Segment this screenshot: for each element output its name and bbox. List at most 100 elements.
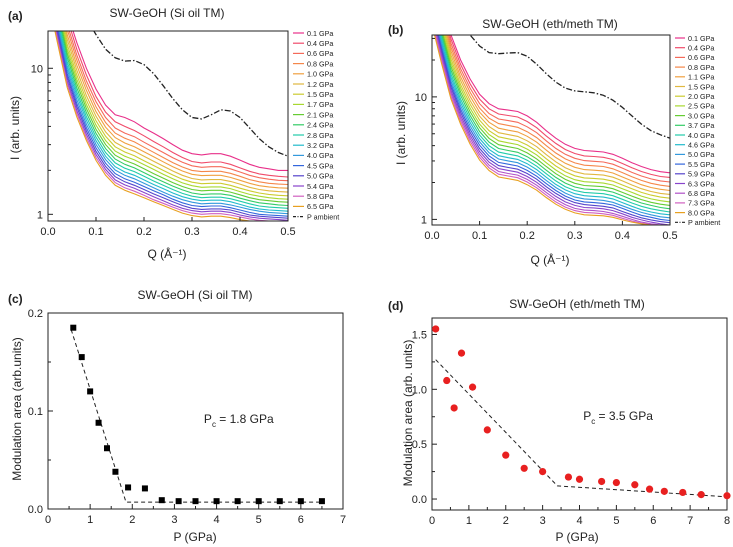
legend-label: 3.0 GPa (688, 111, 714, 120)
data-point (443, 376, 451, 385)
legend-label: 7.3 GPa (688, 199, 714, 208)
data-point (660, 487, 668, 495)
data-point (87, 388, 94, 395)
series-line (57, 31, 288, 217)
data-point (297, 498, 304, 505)
y-tick-label: 0.0 (28, 504, 43, 516)
x-tick-label: 3 (540, 515, 546, 527)
x-tick-label: 0.0 (424, 230, 439, 242)
x-tick-label: 5 (256, 514, 262, 526)
data-point (276, 498, 283, 505)
data-point (679, 488, 687, 497)
legend-label: 1.5 GPa (307, 90, 333, 99)
data-point (192, 498, 199, 505)
legend-label: 1.2 GPa (307, 80, 333, 89)
x-tick-label: 4 (214, 514, 220, 526)
series-line (446, 35, 670, 192)
legend-label: 8.0 GPa (688, 208, 714, 217)
legend-label: 5.5 GPa (688, 160, 714, 169)
series-line (61, 31, 288, 207)
legend-label: 0.6 GPa (688, 53, 714, 62)
series-line (437, 35, 670, 222)
legend-label: 5.0 GPa (307, 172, 333, 181)
panel-a-ylabel: I (arb. units) (8, 96, 22, 160)
legend-label: 3.2 GPa (307, 141, 333, 150)
series-line (65, 31, 288, 189)
data-point (141, 485, 148, 492)
legend-label: 0.8 GPa (307, 59, 333, 68)
annotation-symbol: P (204, 412, 212, 426)
panel-a-title: SW-GeOH (Si oil TM) (110, 6, 225, 20)
y-tick-label: 10 (415, 92, 427, 104)
x-tick-label: 8 (724, 515, 730, 527)
data-point (234, 498, 241, 505)
series-line (60, 31, 288, 209)
data-point (70, 324, 77, 331)
legend-label: 0.4 GPa (688, 44, 714, 53)
data-point (468, 383, 477, 391)
legend-label: 0.4 GPa (307, 39, 333, 48)
series-line (67, 31, 288, 186)
x-tick-label: 1 (466, 515, 472, 527)
x-tick-label: 2 (129, 514, 135, 526)
data-point (158, 497, 165, 504)
x-tick-label: 0.3 (567, 230, 582, 242)
panel-b: (b) SW-GeOH (eth/meth TM) Q (Å⁻¹) I (arb… (388, 17, 720, 267)
data-point (645, 485, 654, 493)
x-tick-label: 3 (171, 514, 177, 526)
legend-label: 1.0 GPa (307, 70, 333, 79)
legend-label: 6.3 GPa (688, 179, 714, 188)
x-tick-label: 1 (87, 514, 93, 526)
x-tick-label: 0.4 (615, 230, 630, 242)
legend-label: 2.5 GPa (688, 102, 714, 111)
series-line (439, 35, 670, 216)
x-tick-label: 0.0 (40, 226, 55, 238)
series-line (59, 31, 288, 212)
annotation-symbol: P (583, 409, 591, 423)
legend-label: 0.1 GPa (307, 29, 333, 38)
x-tick-label: 0.3 (184, 226, 199, 238)
data-point (255, 498, 262, 505)
annotation-subscript: c (591, 417, 595, 426)
series-line (443, 35, 670, 203)
panel-d: (d) SW-GeOH (eth/meth TM) P (GPa) Modula… (388, 297, 731, 544)
panel-d-plot: 0 1 2 3 4 5 6 7 8 0.0 0.5 1.0 1.5 Pc = 3.5 GPa (412, 317, 731, 527)
annotation-subscript: c (212, 420, 216, 429)
y-tick-label: 0.5 (412, 439, 427, 451)
legend-label: 2.8 GPa (307, 131, 333, 140)
data-point (175, 498, 182, 505)
panel-c-plot: 0 1 2 3 4 5 6 7 0.0 0.1 0.2 Pc = 1.8 GPa (28, 308, 346, 526)
data-point (125, 484, 132, 491)
series-line (63, 31, 288, 197)
plot-frame (431, 34, 671, 226)
data-point (78, 354, 85, 361)
series-line (72, 31, 288, 171)
series-line (61, 31, 288, 203)
x-tick-label: 7 (687, 515, 693, 527)
x-tick-label: 0.5 (280, 226, 295, 238)
data-point (502, 451, 510, 459)
data-point (631, 481, 639, 489)
panel-a-letter: (a) (8, 9, 23, 23)
legend-label: 2.4 GPa (307, 121, 333, 130)
y-tick-label: 0.0 (412, 494, 427, 506)
legend-label: 5.8 GPa (307, 192, 333, 201)
curve-group (54, 31, 288, 221)
panel-b-title: SW-GeOH (eth/meth TM) (482, 17, 618, 31)
data-point (520, 464, 528, 472)
series-line (440, 35, 670, 213)
legend-label: 0.6 GPa (307, 49, 333, 58)
legend-label: 2.0 GPa (688, 92, 714, 101)
data-point (483, 426, 491, 434)
series-line (58, 31, 288, 215)
series-line (441, 35, 670, 210)
data-point (612, 478, 620, 487)
panel-a-xlabel: Q (Å⁻¹) (148, 246, 187, 261)
legend-label: 4.0 GPa (688, 131, 714, 140)
y-tick-label: 1.5 (412, 329, 427, 341)
y-tick-label: 1 (421, 214, 427, 226)
series-line (438, 35, 670, 219)
y-tick-label: 0.1 (28, 406, 43, 418)
